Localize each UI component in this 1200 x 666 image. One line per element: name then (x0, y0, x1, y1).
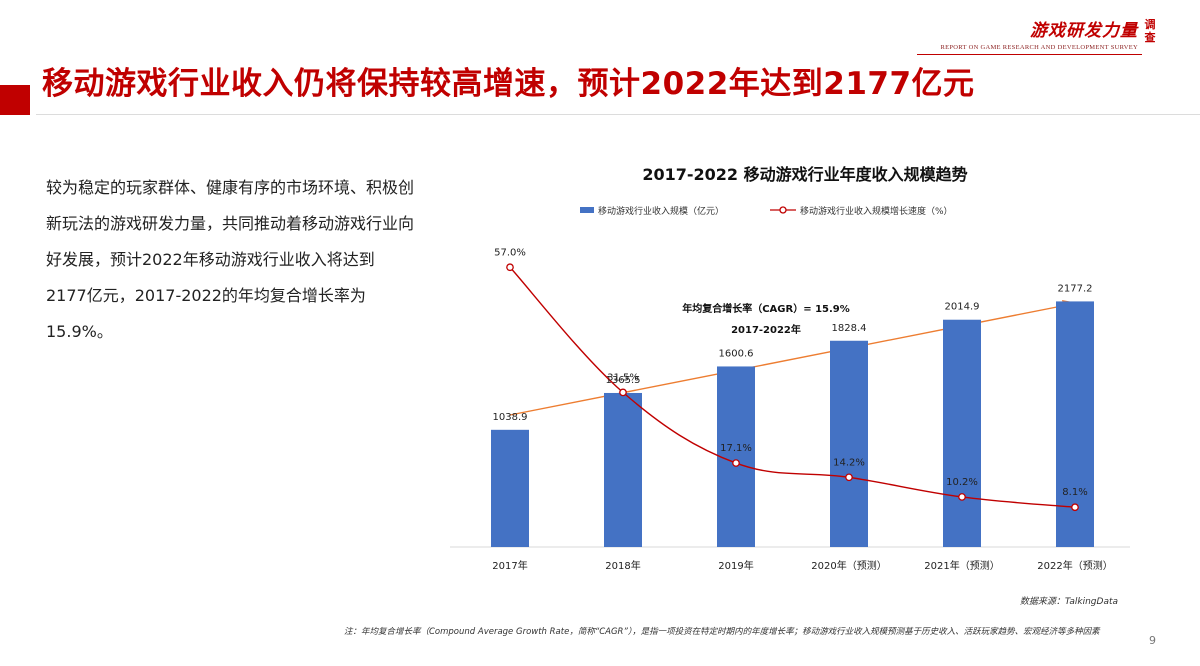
legend-swatch-bar (580, 207, 594, 213)
bar-1 (604, 392, 642, 547)
growth-point-1 (619, 388, 627, 397)
x-tick-label-2: 2019年 (718, 559, 753, 572)
bar-label-0: 1038.9 (493, 412, 528, 423)
x-tick-label-5: 2022年（预测） (1037, 559, 1112, 572)
chart-title: 2017-2022 移动游戏行业年度收入规模趋势 (642, 165, 967, 184)
legend-label-bar: 移动游戏行业收入规模（亿元） (598, 205, 724, 217)
revenue-chart: 2017-2022 移动游戏行业年度收入规模趋势移动游戏行业收入规模（亿元） 移动… (440, 150, 1170, 620)
legend-label-line: 移动游戏行业收入规模增长速度（%） (800, 205, 953, 217)
bar-0 (491, 429, 529, 547)
growth-point-2 (732, 459, 740, 467)
bar-3 (830, 340, 868, 547)
bar-label-4: 2014.9 (945, 302, 980, 313)
cagr-period: 2017-2022年 (731, 323, 801, 336)
growth-point-3 (845, 473, 853, 482)
growth-rate-line (509, 266, 1076, 508)
growth-point-5 (1071, 503, 1079, 512)
x-tick-label-3: 2020年（预测） (811, 559, 886, 572)
brand-logo: 游戏研发力量 REPORT ON GAME RESEARCH AND DEVEL… (917, 10, 1172, 60)
footnote: 注：年均复合增长率（Compound Average Growth Rate，简… (344, 627, 1100, 637)
x-tick-label-1: 2018年 (605, 559, 640, 572)
brand-subtitle: REPORT ON GAME RESEARCH AND DEVELOPMENT … (940, 44, 1138, 51)
bar-label-1: 1365.5 (606, 375, 641, 386)
brand-side-text: 调查 (1144, 18, 1156, 44)
x-tick-label-0: 2017年 (492, 559, 527, 572)
growth-label-2: 17.1% (720, 443, 752, 454)
page-number: 9 (1149, 634, 1156, 647)
bar-label-5: 2177.2 (1058, 283, 1093, 294)
data-source: 数据来源：TalkingData (1019, 597, 1118, 607)
legend-swatch-marker (779, 206, 787, 214)
growth-label-1: 31.5% (607, 372, 639, 383)
bar-label-3: 1828.4 (832, 323, 867, 334)
slide-title: 移动游戏行业收入仍将保持较高增速，预计2022年达到2177亿元 (42, 66, 975, 102)
growth-label-3: 14.2% (833, 457, 865, 468)
cagr-annotation: 年均复合增长率（CAGR）= 15.9% (682, 302, 850, 315)
brand-name: 游戏研发力量 (1030, 21, 1138, 41)
bar-2 (717, 366, 755, 547)
slide-description: 较为稳定的玩家群体、健康有序的市场环境、积极创新玩法的游戏研发力量，共同推动着移… (46, 178, 415, 341)
growth-label-5: 8.1% (1062, 487, 1087, 498)
growth-point-4 (958, 493, 966, 501)
bar-label-2: 1600.6 (719, 348, 754, 359)
brand-divider (917, 54, 1142, 55)
title-divider (36, 114, 1200, 115)
title-accent-block (0, 85, 30, 115)
bar-4 (943, 319, 981, 547)
growth-point-0 (506, 263, 514, 272)
growth-label-4: 10.2% (946, 477, 978, 488)
x-tick-label-4: 2021年（预测） (924, 559, 999, 572)
growth-label-0: 57.0% (494, 247, 526, 258)
